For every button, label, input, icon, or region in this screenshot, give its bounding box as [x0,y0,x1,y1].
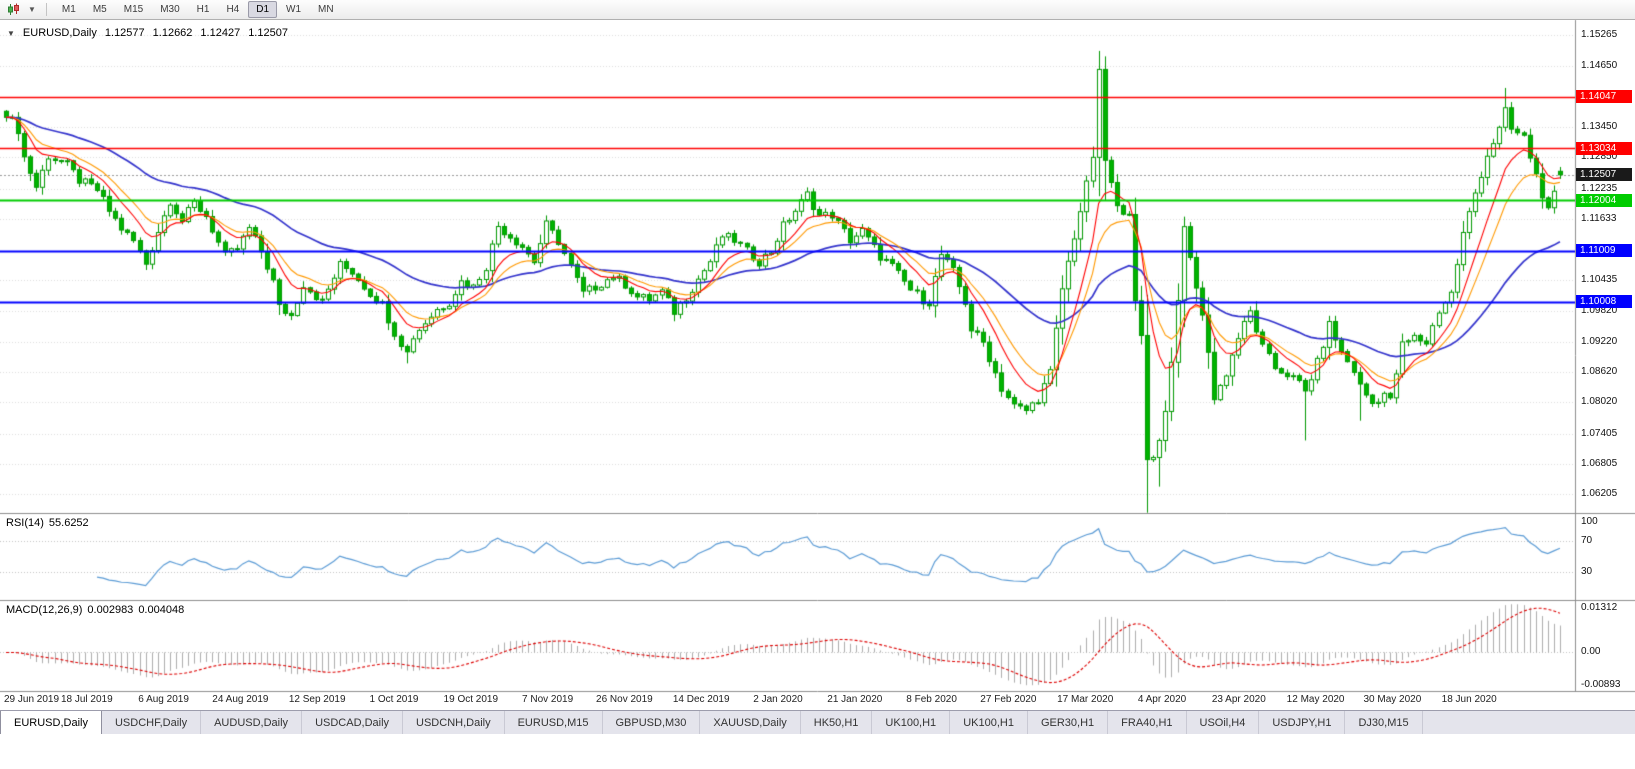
time-axis-label: 12 Sep 2019 [288,694,346,705]
macd-main-value: 0.002983 [87,604,134,616]
price-scale-label: 1.06805 [1581,458,1618,470]
top-toolbar: ▼ M1 M5 M15 M30 H1 H4 D1 W1 MN [0,0,1635,20]
price-scale-label: 1.10435 [1581,273,1618,285]
time-axis-label: 26 Nov 2019 [596,694,653,705]
rsi-value: 55.6252 [48,517,89,529]
macd-indicator-label: MACD(12,26,9) 0.002983 0.004048 [6,604,189,616]
time-axis-label: 23 Apr 2020 [1211,694,1266,705]
timeframe-mn-button[interactable]: MN [318,4,334,15]
time-axis-label: 21 Jan 2020 [827,694,883,705]
timeframe-h4-button[interactable]: H4 [226,4,240,15]
time-axis-label: 18 Jul 2019 [60,694,113,705]
chart-tab-uk100-h1[interactable]: UK100,H1 [872,711,951,734]
rsi-scale-label: 30 [1581,566,1593,578]
chart-type-dropdown-icon[interactable]: ▼ [28,5,36,14]
price-scale-label: 1.14650 [1581,60,1618,72]
chart-tab-hk50-h1[interactable]: HK50,H1 [801,711,873,734]
chart-tab-usdjpy-h1[interactable]: USDJPY,H1 [1259,711,1346,734]
level-price-badge: 1.13034 [1576,141,1632,155]
quote-high: 1.12662 [152,27,193,39]
level-price-badge: 1.10008 [1576,295,1632,309]
timeframe-m1-button[interactable]: M1 [61,4,76,15]
rsi-scale-label: 100 [1581,516,1598,527]
timeframe-d1-button[interactable]: D1 [248,1,278,18]
rsi-name: RSI(14) [6,517,44,529]
level-price-badge: 1.14047 [1576,90,1632,104]
timeframe-m30-button[interactable]: M30 [160,4,180,15]
time-axis-label: 30 May 2020 [1363,694,1422,705]
price-scale-label: 1.07405 [1581,427,1618,439]
candlestick-chart-icon [8,3,19,15]
price-scale-label: 1.09820 [1581,305,1618,317]
timeframe-switcher: M1 M5 M15 M30 H1 H4 D1 W1 MN [54,1,342,18]
macd-signal-value: 0.004048 [138,604,185,616]
chart-tab-ger30-h1[interactable]: GER30,H1 [1028,711,1109,734]
chart-tab-bar: EURUSD,Daily USDCHF,Daily AUDUSD,Daily USDC… [0,710,1635,734]
price-scale-label: 1.06205 [1581,488,1618,500]
chart-title-line: ▼ EURUSD,Daily 1.12577 1.12662 1.12427 1… [7,27,288,39]
time-axis-label: 2 Jan 2020 [753,694,803,705]
time-axis-label: 1 Oct 2019 [369,694,419,705]
chart-tab-usdcad-daily[interactable]: USDCAD,Daily [302,711,404,734]
toolbar-separator [45,3,47,16]
quote-open: 1.12577 [104,27,145,39]
chart-tab-gbpusd-m30[interactable]: GBPUSD,M30 [603,711,701,734]
time-axis-label: 14 Dec 2019 [672,694,730,705]
quote-close: 1.12507 [248,27,288,39]
macd-scale-label: -0.00893 [1581,679,1621,691]
chart-tab-xauusd-daily[interactable]: XAUUSD,Daily [700,711,801,734]
time-axis-label: 4 Apr 2020 [1137,694,1187,705]
time-axis-label: 8 Feb 2020 [906,694,957,705]
current-price-badge: 1.12507 [1576,168,1632,182]
time-axis-label: 24 Aug 2019 [212,694,269,705]
time-axis-label: 27 Feb 2020 [980,694,1037,705]
chart-type-button[interactable] [4,1,23,18]
price-scale-label: 1.15265 [1581,28,1618,40]
timeframe-h1-button[interactable]: H1 [196,4,210,15]
time-axis-label: 7 Nov 2019 [522,694,574,705]
rsi-indicator-label: RSI(14) 55.6252 [6,517,94,529]
chart-tab-fra40-h1[interactable]: FRA40,H1 [1108,711,1187,734]
timeframe-w1-button[interactable]: W1 [286,4,302,15]
price-scale-label: 1.13450 [1581,120,1618,132]
time-axis-label: 6 Aug 2019 [138,694,189,705]
chart-tab-uk100-h1[interactable]: UK100,H1 [950,711,1028,734]
level-price-badge: 1.12004 [1576,193,1632,207]
time-axis-label: 29 Jun 2019 [4,694,60,705]
price-scale-label: 1.09220 [1581,335,1618,347]
price-scale-label: 1.12850 [1581,151,1618,163]
chart-tab-audusd-daily[interactable]: AUDUSD,Daily [201,711,303,734]
price-scale-label: 1.08020 [1581,396,1618,408]
chart-tab-usoil-h4[interactable]: USOil,H4 [1187,711,1260,734]
chart-tab-usdchf-daily[interactable]: USDCHF,Daily [102,711,202,734]
price-scale-label: 1.12235 [1581,182,1618,194]
level-price-badge: 1.11009 [1576,244,1632,258]
timeframe-m15-button[interactable]: M15 [123,4,144,15]
chart-tab-dj30-m15[interactable]: DJ30,M15 [1345,711,1423,734]
chart-tab-eurusd-m15[interactable]: EURUSD,M15 [505,711,603,734]
chart-tab-eurusd-daily[interactable]: EURUSD,Daily [0,711,102,734]
macd-scale-label: 0.01312 [1581,602,1618,613]
price-scale-label: 1.08620 [1581,365,1618,377]
price-scale-label: 1.11633 [1581,213,1617,225]
timeframe-m5-button[interactable]: M5 [92,4,107,15]
time-axis-label: 17 Mar 2020 [1057,694,1114,705]
macd-scale-label: 0.00 [1581,646,1601,658]
symbol-name: EURUSD,Daily [22,27,97,39]
quote-low: 1.12427 [200,27,241,39]
time-axis-label: 12 May 2020 [1286,694,1345,705]
macd-name: MACD(12,26,9) [6,604,83,616]
time-axis-label: 18 Jun 2020 [1441,694,1497,705]
chart-tab-usdcnh-daily[interactable]: USDCNH,Daily [403,711,505,734]
chart-collapse-icon[interactable]: ▼ [7,28,15,38]
time-axis-label: 19 Oct 2019 [443,694,499,705]
rsi-scale-label: 70 [1581,534,1593,546]
